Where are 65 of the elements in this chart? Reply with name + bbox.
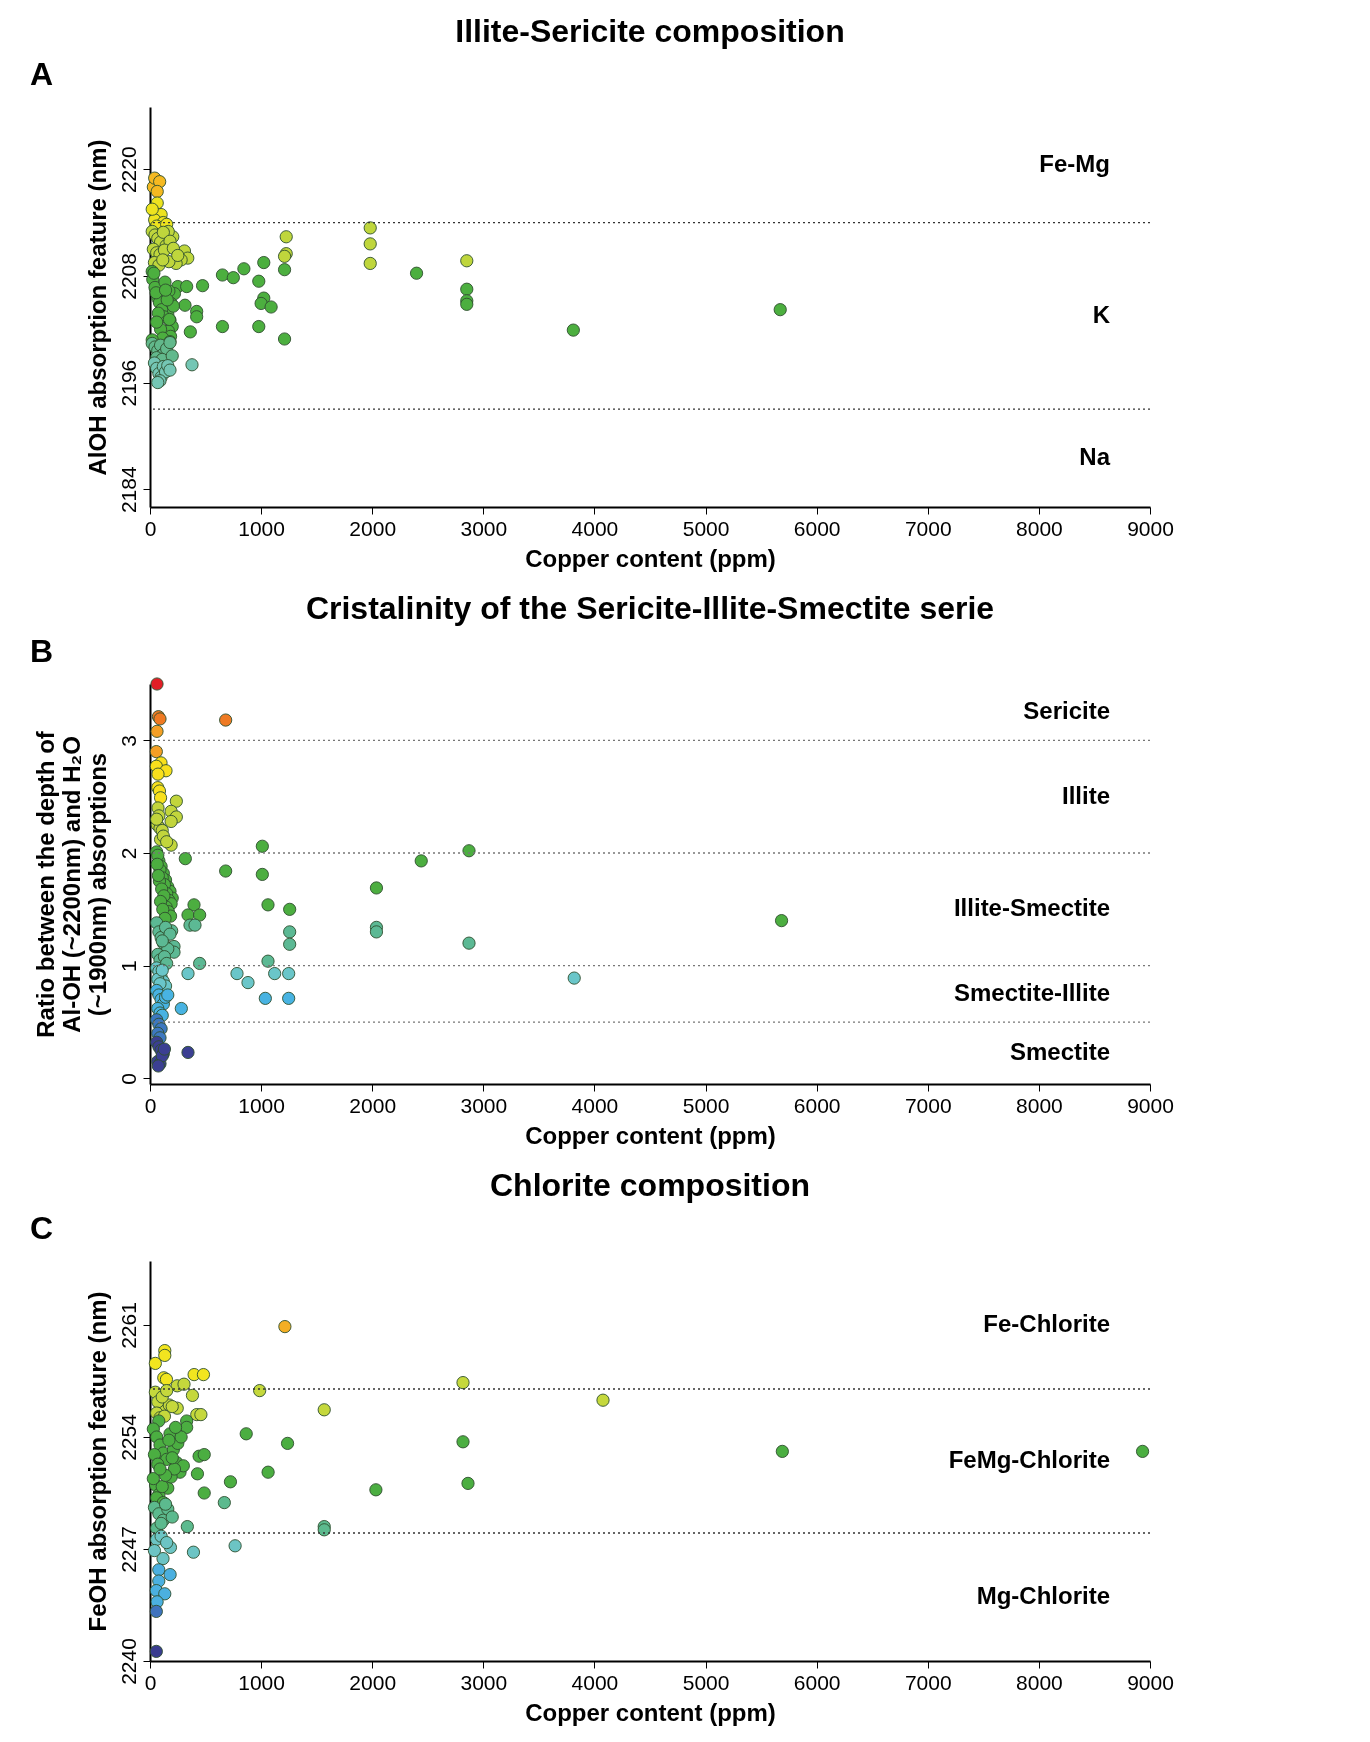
text: A (30, 56, 54, 92)
annotation: Mg-Chlorite (976, 1582, 1110, 1609)
x-tick-label: 2000 (349, 1670, 397, 1694)
x-tick-label: 5000 (682, 1670, 730, 1694)
annotation: Illite-Smectite (953, 894, 1110, 922)
annotation: Sericite (1023, 697, 1110, 725)
x-tick-label: 2000 (349, 516, 397, 540)
x-tick-label: 1000 (238, 1670, 285, 1694)
y-tick-label: 2 (116, 847, 140, 860)
y-tick-label: 2184 (116, 466, 140, 514)
chart-title: Illite-Sericite composition (455, 13, 845, 49)
x-tick-label: 6000 (793, 1670, 841, 1694)
text: C (30, 1210, 54, 1246)
x-tick-label: 7000 (904, 516, 952, 540)
x-tick-label: 9000 (1127, 516, 1174, 540)
x-tick-label: 0 (144, 1670, 157, 1694)
x-tick-label: 3000 (460, 1093, 508, 1117)
x-tick-label: 1000 (238, 516, 285, 540)
y-tick-label: 2196 (116, 359, 140, 407)
annotation: Smectite (1009, 1038, 1110, 1066)
y-tick-label: 2247 (116, 1526, 140, 1573)
y-axis-title: Ratio between the depth of Al-OH (~2200nm) and H₂O (~1900nm) absorptions (31, 730, 111, 1038)
x-tick-label: 1000 (238, 1093, 285, 1117)
y-tick-label: 2254 (116, 1413, 140, 1461)
x-tick-label: 6000 (793, 516, 841, 540)
x-tick-label: 3000 (460, 516, 508, 540)
x-axis-title: Copper content (ppm) (525, 1121, 776, 1149)
y-tick-label: 3 (116, 734, 140, 747)
x-tick-label: 4000 (571, 1670, 619, 1694)
x-tick-label: 5000 (682, 1093, 730, 1117)
x-tick-label: 4000 (571, 516, 619, 540)
annotation: Fe-Mg (1039, 149, 1110, 177)
y-tick-label: 2240 (116, 1638, 140, 1685)
x-tick-label: 8000 (1016, 1093, 1063, 1117)
x-tick-label: 0 (144, 516, 157, 540)
annotation: Na (1079, 443, 1111, 471)
text: B (30, 633, 54, 669)
x-tick-label: 7000 (904, 1670, 952, 1694)
y-axis-title: AlOH absorption feature (nm) (83, 139, 111, 476)
annotation: Smectite-Illite (953, 978, 1110, 1006)
x-axis-title: Copper content (ppm) (525, 544, 776, 572)
y-tick-label: 2220 (116, 146, 140, 194)
x-tick-label: 3000 (460, 1670, 508, 1694)
x-tick-label: 6000 (793, 1093, 841, 1117)
y-tick-label: 1 (116, 960, 140, 973)
x-tick-label: 4000 (571, 1093, 619, 1117)
chart-title: Cristalinity of the Sericite-Illite-Smectite serie (305, 590, 995, 626)
x-tick-label: 7000 (904, 1093, 952, 1117)
annotation: Fe-Chlorite (983, 1310, 1110, 1337)
annotation: FeMg-Chlorite (948, 1446, 1110, 1473)
y-tick-label: 0 (116, 1073, 140, 1085)
x-tick-label: 8000 (1016, 1670, 1063, 1694)
x-tick-label: 2000 (349, 1093, 397, 1117)
y-tick-label: 2261 (116, 1302, 140, 1349)
x-tick-label: 0 (144, 1093, 157, 1117)
x-tick-label: 9000 (1127, 1093, 1174, 1117)
x-axis-title: Copper content (ppm) (525, 1698, 776, 1726)
x-tick-label: 9000 (1127, 1670, 1174, 1694)
y-axis-title: FeOH absorption feature (nm) (83, 1291, 111, 1632)
x-tick-label: 5000 (682, 516, 730, 540)
chart-title: Chlorite composition (490, 1167, 810, 1203)
x-tick-label: 8000 (1016, 516, 1063, 540)
annotation: Illite (1061, 781, 1110, 809)
y-tick-label: 2208 (116, 253, 140, 300)
annotation: K (1092, 300, 1111, 328)
